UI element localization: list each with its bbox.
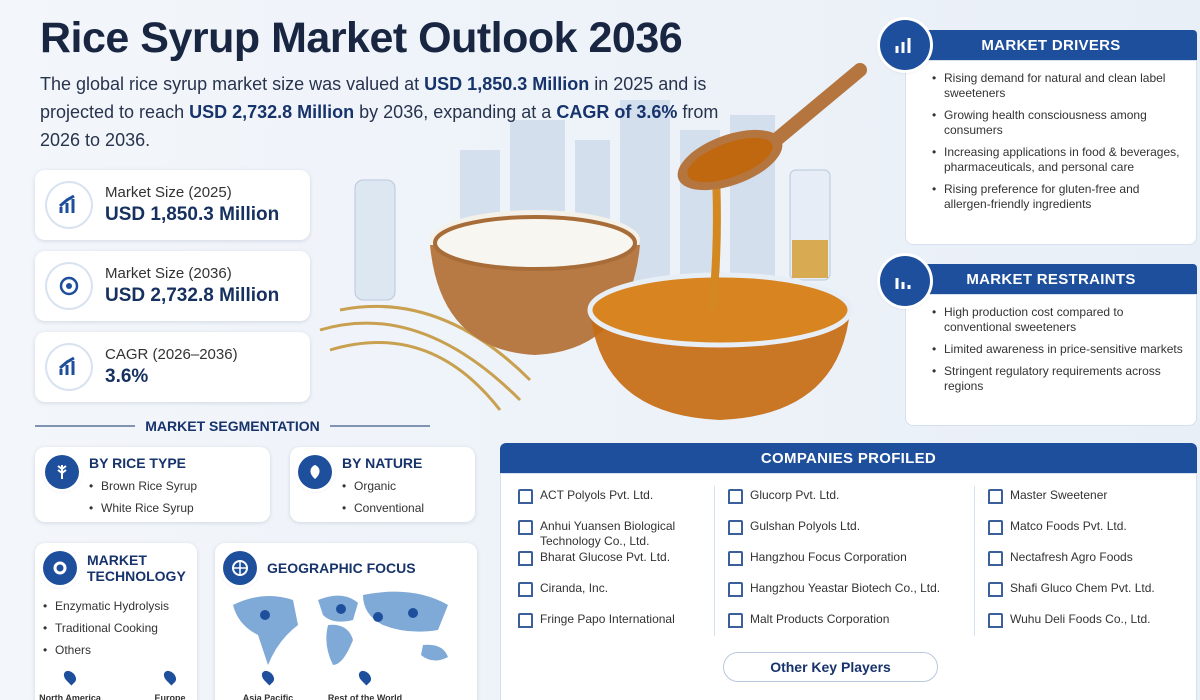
list-item: Ciranda, Inc.: [516, 581, 706, 612]
intro: The global rice syrup market size was va…: [40, 70, 740, 154]
stat-card: CAGR (2026–2036) 3.6%: [35, 332, 310, 402]
intro-text: in 2025 and is projected to reach: [40, 74, 707, 122]
geo-label: Rest of the World: [327, 693, 403, 700]
list-item: Brown Rice Syrup: [89, 475, 197, 497]
list-item: Growing health consciousness among consu…: [930, 108, 1184, 138]
stat-text: CAGR (2026–2036) 3.6%: [105, 346, 238, 388]
list-item: White Rice Syrup: [89, 497, 197, 519]
restraints-box: High production cost compared to convent…: [905, 294, 1197, 426]
list-item: Hangzhou Yeastar Biotech Co., Ltd.: [726, 581, 966, 612]
list-item: Matco Foods Pvt. Ltd.: [986, 519, 1186, 550]
list: Brown Rice SyrupWhite Rice Syrup: [89, 475, 197, 519]
section-title: MARKET DRIVERS: [981, 36, 1121, 54]
hero-illustration: [319, 63, 867, 420]
list-item: Stringent regulatory requirements across…: [930, 364, 1184, 394]
list-item: Gulshan Polyols Ltd.: [726, 519, 966, 550]
list-item: Enzymatic Hydrolysis: [43, 595, 189, 617]
intro-highlight: USD 1,850.3 Million: [424, 74, 590, 94]
list-item: Nectafresh Agro Foods: [986, 550, 1186, 581]
stat-icon: [47, 183, 91, 227]
company-list: ACT Polyols Pvt. Ltd. Anhui Yuansen Biolo…: [516, 488, 706, 643]
segmentation-heading: MARKET SEGMENTATION: [35, 418, 431, 434]
geography-card: GEOGRAPHIC FOCUS: [215, 543, 477, 700]
intro-text: from 2026 to 2036.: [40, 102, 719, 150]
geo-label: Asia Pacific: [242, 693, 294, 700]
stat-card: Market Size (2025) USD 1,850.3 Million: [35, 170, 310, 240]
list-item: Others: [43, 639, 189, 661]
drivers-header: MARKET DRIVERS: [905, 30, 1197, 60]
list-item: Traditional Cooking: [43, 617, 189, 639]
stat-value: USD 1,850.3 Million: [105, 204, 280, 225]
list-item: Wuhu Deli Foods Co., Ltd.: [986, 612, 1186, 643]
intro-highlight: CAGR of 3.6%: [556, 102, 678, 122]
list-item: Shafi Gluco Chem Pvt. Ltd.: [986, 581, 1186, 612]
list-item: Organic: [342, 475, 424, 497]
company-list: Master Sweetener Matco Foods Pvt. Ltd. Nec…: [986, 488, 1186, 643]
list-item: Limited awareness in price-sensitive mar…: [930, 342, 1184, 357]
stat-value: 3.6%: [105, 366, 149, 387]
company-list: Glucorp Pvt. Ltd. Gulshan Polyols Ltd. Han…: [726, 488, 966, 643]
list-item: Conventional: [342, 497, 424, 519]
list-item: Fringe Papo International: [516, 612, 706, 643]
drivers-icon: [880, 20, 930, 70]
section-title: MARKET RESTRAINTS: [966, 270, 1136, 288]
restraints-icon: [880, 256, 930, 306]
drivers-box: Rising demand for natural and clean labe…: [905, 60, 1197, 245]
button-label: Other Key Players: [770, 659, 891, 675]
section-title: MARKET SEGMENTATION: [145, 418, 320, 434]
card-title: MARKET TECHNOLOGY: [87, 552, 186, 584]
card-title: BY RICE TYPE: [89, 455, 186, 471]
card-title: GEOGRAPHIC FOCUS: [267, 560, 416, 576]
rice-type-card: BY RICE TYPE Brown Rice SyrupWhite Rice S…: [35, 447, 270, 522]
companies-header: COMPANIES PROFILED: [500, 443, 1197, 473]
stat-icon: [47, 264, 91, 308]
section-title: COMPANIES PROFILED: [760, 449, 937, 467]
title: Rice Syrup Market Outlook 2036: [40, 14, 683, 62]
intro-text: by 2036, expanding at a: [354, 102, 557, 122]
stat-text: Market Size (2036) USD 2,732.8 Million: [105, 265, 279, 307]
list-item: High production cost compared to convent…: [930, 305, 1184, 335]
intro-text: The global rice syrup market size was va…: [40, 74, 425, 94]
list-item: Glucorp Pvt. Ltd.: [726, 488, 966, 519]
stat-label: Market Size (2036): [105, 265, 232, 282]
list-item: Master Sweetener: [986, 488, 1186, 519]
geo-label: North America: [39, 693, 101, 700]
list-item: Hangzhou Focus Corporation: [726, 550, 966, 581]
list: OrganicConventional: [342, 475, 424, 519]
card-title: BY NATURE: [342, 455, 423, 471]
list-item: Anhui Yuansen Biological Technology Co.,…: [516, 519, 706, 550]
list-item: Malt Products Corporation: [726, 612, 966, 643]
other-players-button[interactable]: Other Key Players: [723, 652, 938, 682]
list-item: Bharat Glucose Pvt. Ltd.: [516, 550, 706, 581]
list-item: Increasing applications in food & bevera…: [930, 145, 1184, 175]
companies-box: ACT Polyols Pvt. Ltd. Anhui Yuansen Biolo…: [500, 473, 1197, 700]
stat-value: USD 2,732.8 Million: [105, 285, 280, 306]
nature-card: BY NATURE OrganicConventional: [290, 447, 475, 522]
stat-text: Market Size (2025) USD 1,850.3 Million: [105, 184, 279, 226]
list-item: Rising demand for natural and clean labe…: [930, 71, 1184, 101]
world-map: [233, 591, 448, 665]
stat-icon: [47, 345, 91, 389]
list: Rising demand for natural and clean labe…: [930, 71, 1184, 212]
geo-label: Europe: [154, 693, 186, 700]
restraints-header: MARKET RESTRAINTS: [905, 264, 1197, 294]
list: High production cost compared to convent…: [930, 305, 1184, 394]
list-item: ACT Polyols Pvt. Ltd.: [516, 488, 706, 519]
list-item: Rising preference for gluten-free and al…: [930, 182, 1184, 212]
stat-label: CAGR (2026–2036): [105, 346, 238, 363]
stat-label: Market Size (2025): [105, 184, 232, 201]
intro-highlight: USD 2,732.8 Million: [189, 102, 355, 122]
list: Enzymatic HydrolysisTraditional CookingO…: [43, 595, 189, 661]
stat-card: Market Size (2036) USD 2,732.8 Million: [35, 251, 310, 321]
